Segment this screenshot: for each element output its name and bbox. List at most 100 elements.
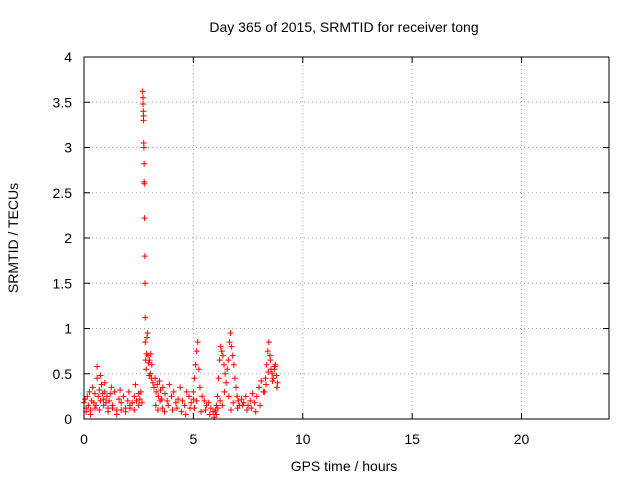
y-tick-label: 0.5 — [53, 366, 73, 382]
data-point — [249, 390, 256, 397]
data-point — [118, 399, 125, 406]
y-tick-label: 3.5 — [53, 94, 73, 110]
data-point — [181, 402, 188, 409]
data-point — [136, 396, 143, 403]
data-point — [227, 330, 234, 337]
data-point — [93, 402, 100, 409]
data-point — [131, 406, 138, 413]
data-point — [273, 384, 280, 391]
data-point — [230, 361, 237, 368]
data-point — [132, 381, 139, 388]
x-tick-label: 15 — [404, 431, 420, 447]
data-point — [252, 408, 259, 415]
data-point — [225, 393, 232, 400]
data-point — [172, 399, 179, 406]
grid-lines — [84, 57, 609, 419]
data-point — [154, 406, 161, 413]
data-point — [207, 405, 214, 412]
data-point — [149, 379, 156, 386]
data-point — [270, 375, 277, 382]
data-point — [230, 399, 237, 406]
data-point — [217, 343, 224, 350]
data-point — [205, 399, 212, 406]
data-point — [156, 377, 163, 384]
data-point — [122, 408, 129, 415]
data-point — [193, 348, 200, 355]
data-point — [97, 397, 104, 404]
data-point — [269, 377, 276, 384]
y-tick-label: 3 — [64, 140, 72, 156]
data-point — [224, 366, 231, 373]
data-point — [239, 402, 246, 409]
data-point — [245, 402, 252, 409]
data-point — [111, 388, 118, 395]
data-point — [94, 375, 101, 382]
data-point — [86, 388, 93, 395]
data-point — [106, 397, 113, 404]
data-point — [96, 406, 103, 413]
plot-frame — [83, 56, 610, 420]
data-point — [142, 339, 149, 346]
data-point — [217, 397, 224, 404]
data-point — [226, 339, 233, 346]
data-point — [169, 406, 176, 413]
data-point — [191, 405, 198, 412]
data-point — [161, 390, 168, 397]
x-tick-label: 0 — [80, 431, 88, 447]
data-point — [165, 402, 172, 409]
data-point — [248, 405, 255, 412]
x-tick-label: 5 — [189, 431, 197, 447]
data-point — [105, 408, 112, 415]
x-tick-label: 10 — [295, 431, 311, 447]
data-point — [120, 393, 127, 400]
data-point — [212, 408, 219, 415]
data-point — [186, 393, 192, 400]
data-point — [147, 370, 154, 377]
y-tick-label: 4 — [64, 49, 72, 65]
data-point — [140, 94, 147, 101]
data-point — [191, 375, 198, 382]
data-point — [194, 339, 201, 346]
data-point — [219, 352, 226, 359]
y-axis-label: SRMTID / TECUs — [5, 183, 21, 293]
data-point — [193, 397, 200, 404]
data-point — [113, 411, 120, 418]
data-point — [269, 370, 276, 377]
data-point — [141, 180, 148, 187]
data-point — [117, 387, 124, 394]
data-point — [96, 387, 103, 394]
data-point — [242, 393, 249, 400]
data-point — [107, 390, 114, 397]
data-point — [108, 384, 115, 391]
data-point — [116, 396, 122, 403]
data-point — [100, 402, 107, 409]
data-point — [95, 393, 102, 400]
data-point — [161, 408, 168, 415]
data-point — [274, 379, 281, 386]
data-point — [214, 393, 221, 400]
y-tick-label: 1.5 — [53, 275, 73, 291]
data-point — [142, 314, 149, 321]
data-point — [251, 399, 258, 406]
data-point — [221, 361, 227, 368]
data-point — [124, 397, 131, 404]
data-point — [195, 366, 202, 373]
data-point — [101, 379, 108, 386]
data-point — [131, 393, 138, 400]
data-point — [190, 396, 197, 403]
data-point — [188, 399, 195, 406]
data-point — [263, 381, 269, 388]
data-point — [228, 406, 234, 413]
data-point — [157, 397, 164, 404]
data-point — [138, 399, 145, 406]
data-point — [97, 372, 104, 379]
data-point — [101, 388, 108, 395]
data-point — [225, 357, 232, 364]
chart-title: Day 365 of 2015, SRMTID for receiver ton… — [209, 19, 478, 35]
data-point — [231, 375, 238, 382]
data-point — [218, 348, 225, 355]
data-point — [155, 393, 162, 400]
data-point — [190, 388, 197, 395]
data-point — [103, 393, 110, 400]
y-tick-label: 2.5 — [53, 185, 73, 201]
